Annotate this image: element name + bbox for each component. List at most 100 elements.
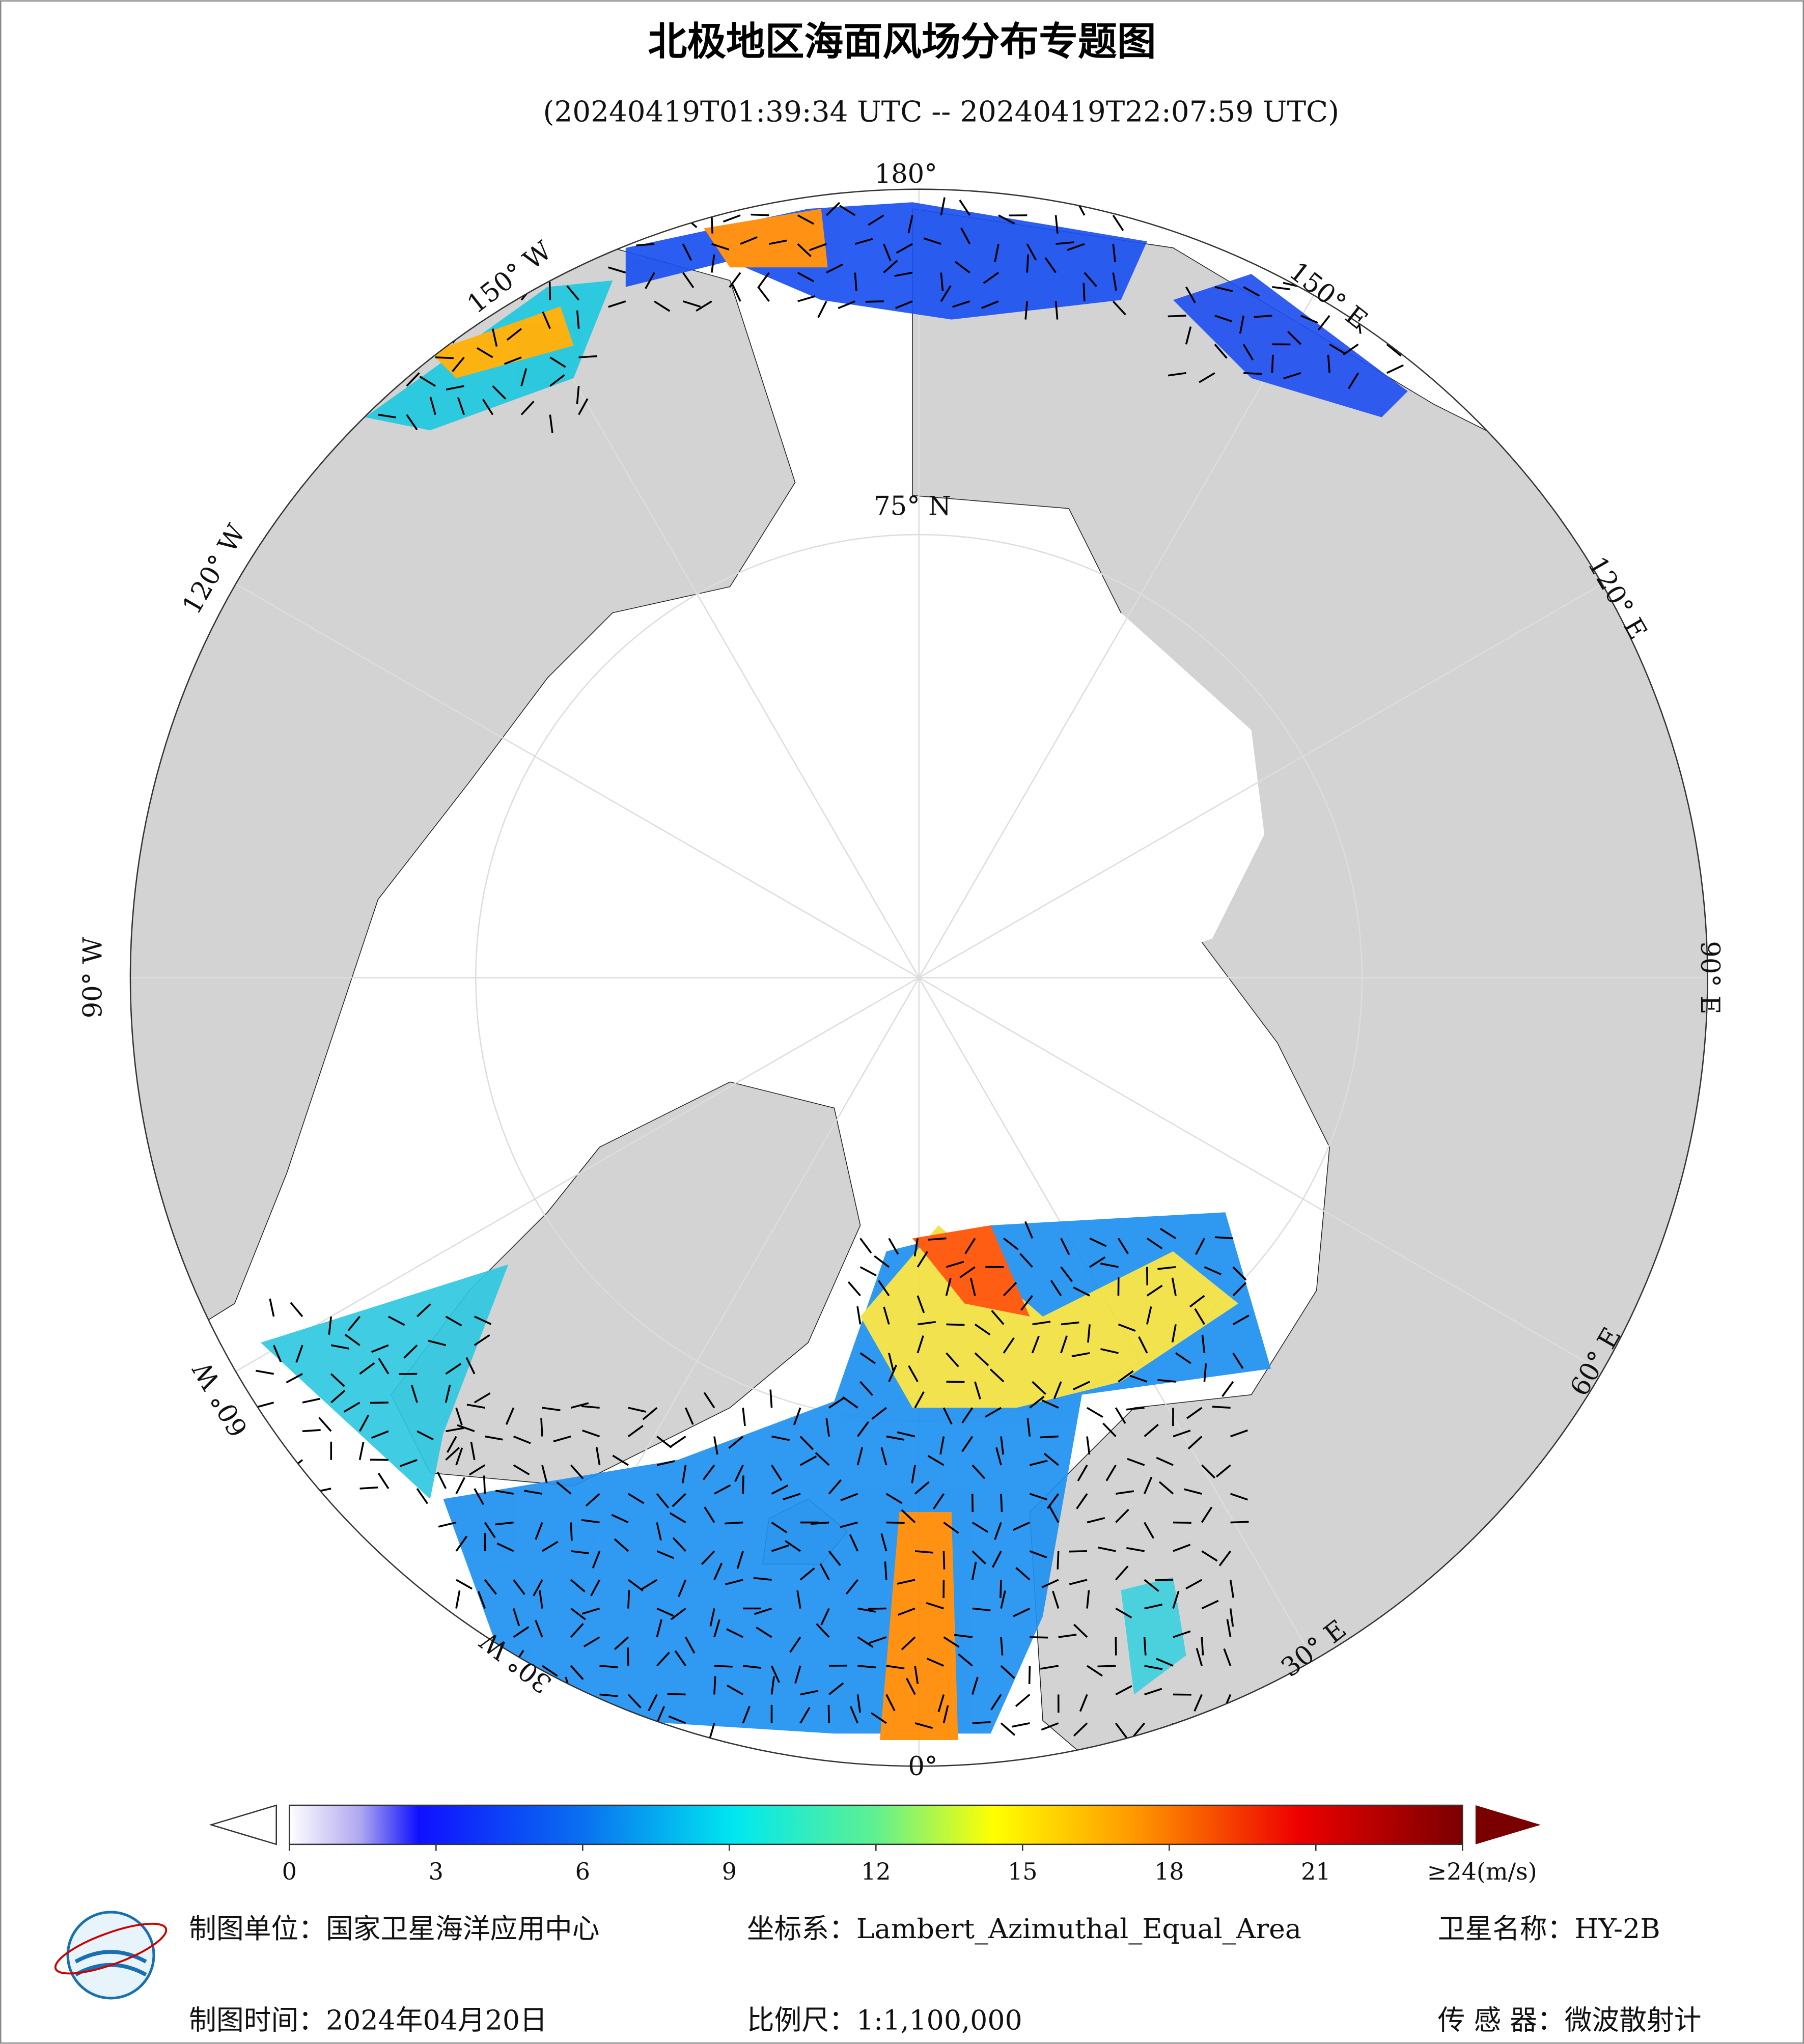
wind-arrow: [838, 300, 856, 310]
wind-arrow: [888, 1364, 898, 1382]
wind-arrow: [1229, 1579, 1235, 1598]
wind-arrow: [783, 1493, 801, 1501]
wind-arrow: [1329, 343, 1346, 355]
wind-arrow: [585, 1493, 600, 1507]
wind-arrow: [954, 1634, 973, 1638]
wind-arrow: [347, 1315, 360, 1331]
wind-arrow: [549, 414, 553, 433]
wind-arrow: [456, 1579, 473, 1590]
wind-arrow: [797, 214, 815, 225]
wind-arrow: [1118, 1323, 1136, 1332]
wind-arrow: [1015, 1694, 1031, 1707]
wind-arrow: [770, 1665, 780, 1683]
wind-arrow: [570, 1402, 589, 1409]
wind-arrow: [1272, 286, 1291, 291]
wind-arrow: [1173, 1630, 1191, 1638]
wind-arrow: [1232, 1314, 1250, 1325]
wind-arrow: [958, 1653, 973, 1667]
wind-arrow: [641, 1579, 658, 1590]
wind-arrow: [553, 1435, 571, 1443]
wind-arrow: [940, 285, 952, 302]
colorbar-tick-label: 15: [1008, 1858, 1038, 1885]
wind-arrow: [995, 1447, 1002, 1466]
wind-arrow: [1222, 1381, 1234, 1397]
wind-arrow: [541, 1465, 548, 1483]
wind-arrow: [1112, 214, 1124, 231]
wind-arrow: [959, 1266, 976, 1278]
wind-arrow: [871, 1712, 887, 1724]
wind-arrow: [1196, 1648, 1203, 1666]
wind-arrow: [856, 1447, 864, 1466]
wind-arrow: [757, 272, 770, 288]
wind-arrow: [871, 1407, 887, 1420]
wind-arrow: [474, 1315, 492, 1325]
wind-arrow: [445, 1384, 451, 1403]
wind-arrow: [828, 1682, 844, 1695]
wind-arrow: [723, 214, 741, 223]
wind-arrow: [1223, 1648, 1232, 1666]
wind-arrow: [496, 1543, 514, 1552]
subtitle: (20240419T01:39:34 UTC -- 20240419T22:07…: [543, 96, 1340, 129]
wind-arrow: [318, 1417, 332, 1432]
wind-arrow: [981, 300, 999, 309]
wind-arrow: [592, 1551, 601, 1569]
wind-arrow: [447, 1436, 457, 1453]
wind-arrow: [994, 1522, 1002, 1540]
wind-arrow: [654, 300, 671, 312]
wind-arrow: [1003, 1281, 1017, 1297]
wind-arrow: [1214, 344, 1228, 359]
wind-arrow: [815, 1452, 830, 1466]
wind-arrow: [1011, 1722, 1030, 1728]
wind-arrow: [513, 1435, 531, 1444]
wind-arrow: [419, 376, 436, 387]
wind-arrow: [566, 285, 580, 301]
wind-arrow: [1242, 344, 1254, 361]
wind-arrow: [1146, 1284, 1163, 1297]
footer-sensor: 传 感 器：微波散射计: [1438, 2004, 1702, 2036]
wind-arrow: [1073, 1722, 1088, 1737]
wind-arrow: [1201, 1334, 1206, 1353]
wind-arrow: [495, 1490, 514, 1495]
wind-arrow: [1232, 1266, 1247, 1281]
wind-arrow: [1327, 354, 1330, 373]
wind-arrow: [885, 1493, 903, 1504]
wind-arrow: [482, 399, 494, 415]
wind-arrow: [927, 1455, 945, 1466]
wind-arrow: [581, 1519, 600, 1524]
wind-arrow: [703, 1392, 715, 1409]
wind-arrow: [991, 1310, 1005, 1325]
wind-arrow: [656, 1619, 662, 1638]
wind-arrow: [1060, 1266, 1073, 1282]
wind-arrow: [1287, 330, 1302, 345]
wind-arrow: [1003, 1337, 1015, 1354]
wind-arrow: [942, 1551, 946, 1570]
wind-arrow: [535, 1619, 543, 1638]
wind-arrow: [1100, 1348, 1119, 1354]
wind-arrow: [1144, 1688, 1162, 1696]
wind-arrow: [839, 205, 856, 216]
wind-arrow: [1218, 1550, 1232, 1566]
wind-arrow: [465, 1357, 476, 1375]
wind-arrow: [816, 1623, 830, 1638]
wind-arrow: [1158, 1481, 1174, 1495]
wind-arrow: [1159, 1227, 1177, 1239]
wind-arrow: [1194, 1694, 1203, 1712]
wind-arrow: [570, 1522, 573, 1541]
wind-arrow: [728, 1436, 744, 1449]
wind-arrow: [714, 1665, 733, 1668]
wind-arrow: [466, 1404, 485, 1409]
wind-arrow: [542, 1541, 559, 1552]
wind-arrow: [1058, 1634, 1077, 1638]
wind-arrow: [1184, 1488, 1202, 1495]
wind-arrow: [729, 272, 741, 288]
wind-arrow: [711, 243, 730, 250]
wind-arrow: [817, 301, 827, 318]
wind-arrow: [1173, 1544, 1191, 1552]
wind-arrow: [1052, 1590, 1060, 1609]
wind-arrow: [1171, 1324, 1177, 1342]
colorbar-ramp: [289, 1804, 1463, 1845]
wind-arrow: [1029, 1395, 1045, 1409]
wind-arrow: [757, 286, 770, 302]
wind-arrow: [1089, 1237, 1107, 1247]
wind-arrow: [857, 1421, 870, 1437]
